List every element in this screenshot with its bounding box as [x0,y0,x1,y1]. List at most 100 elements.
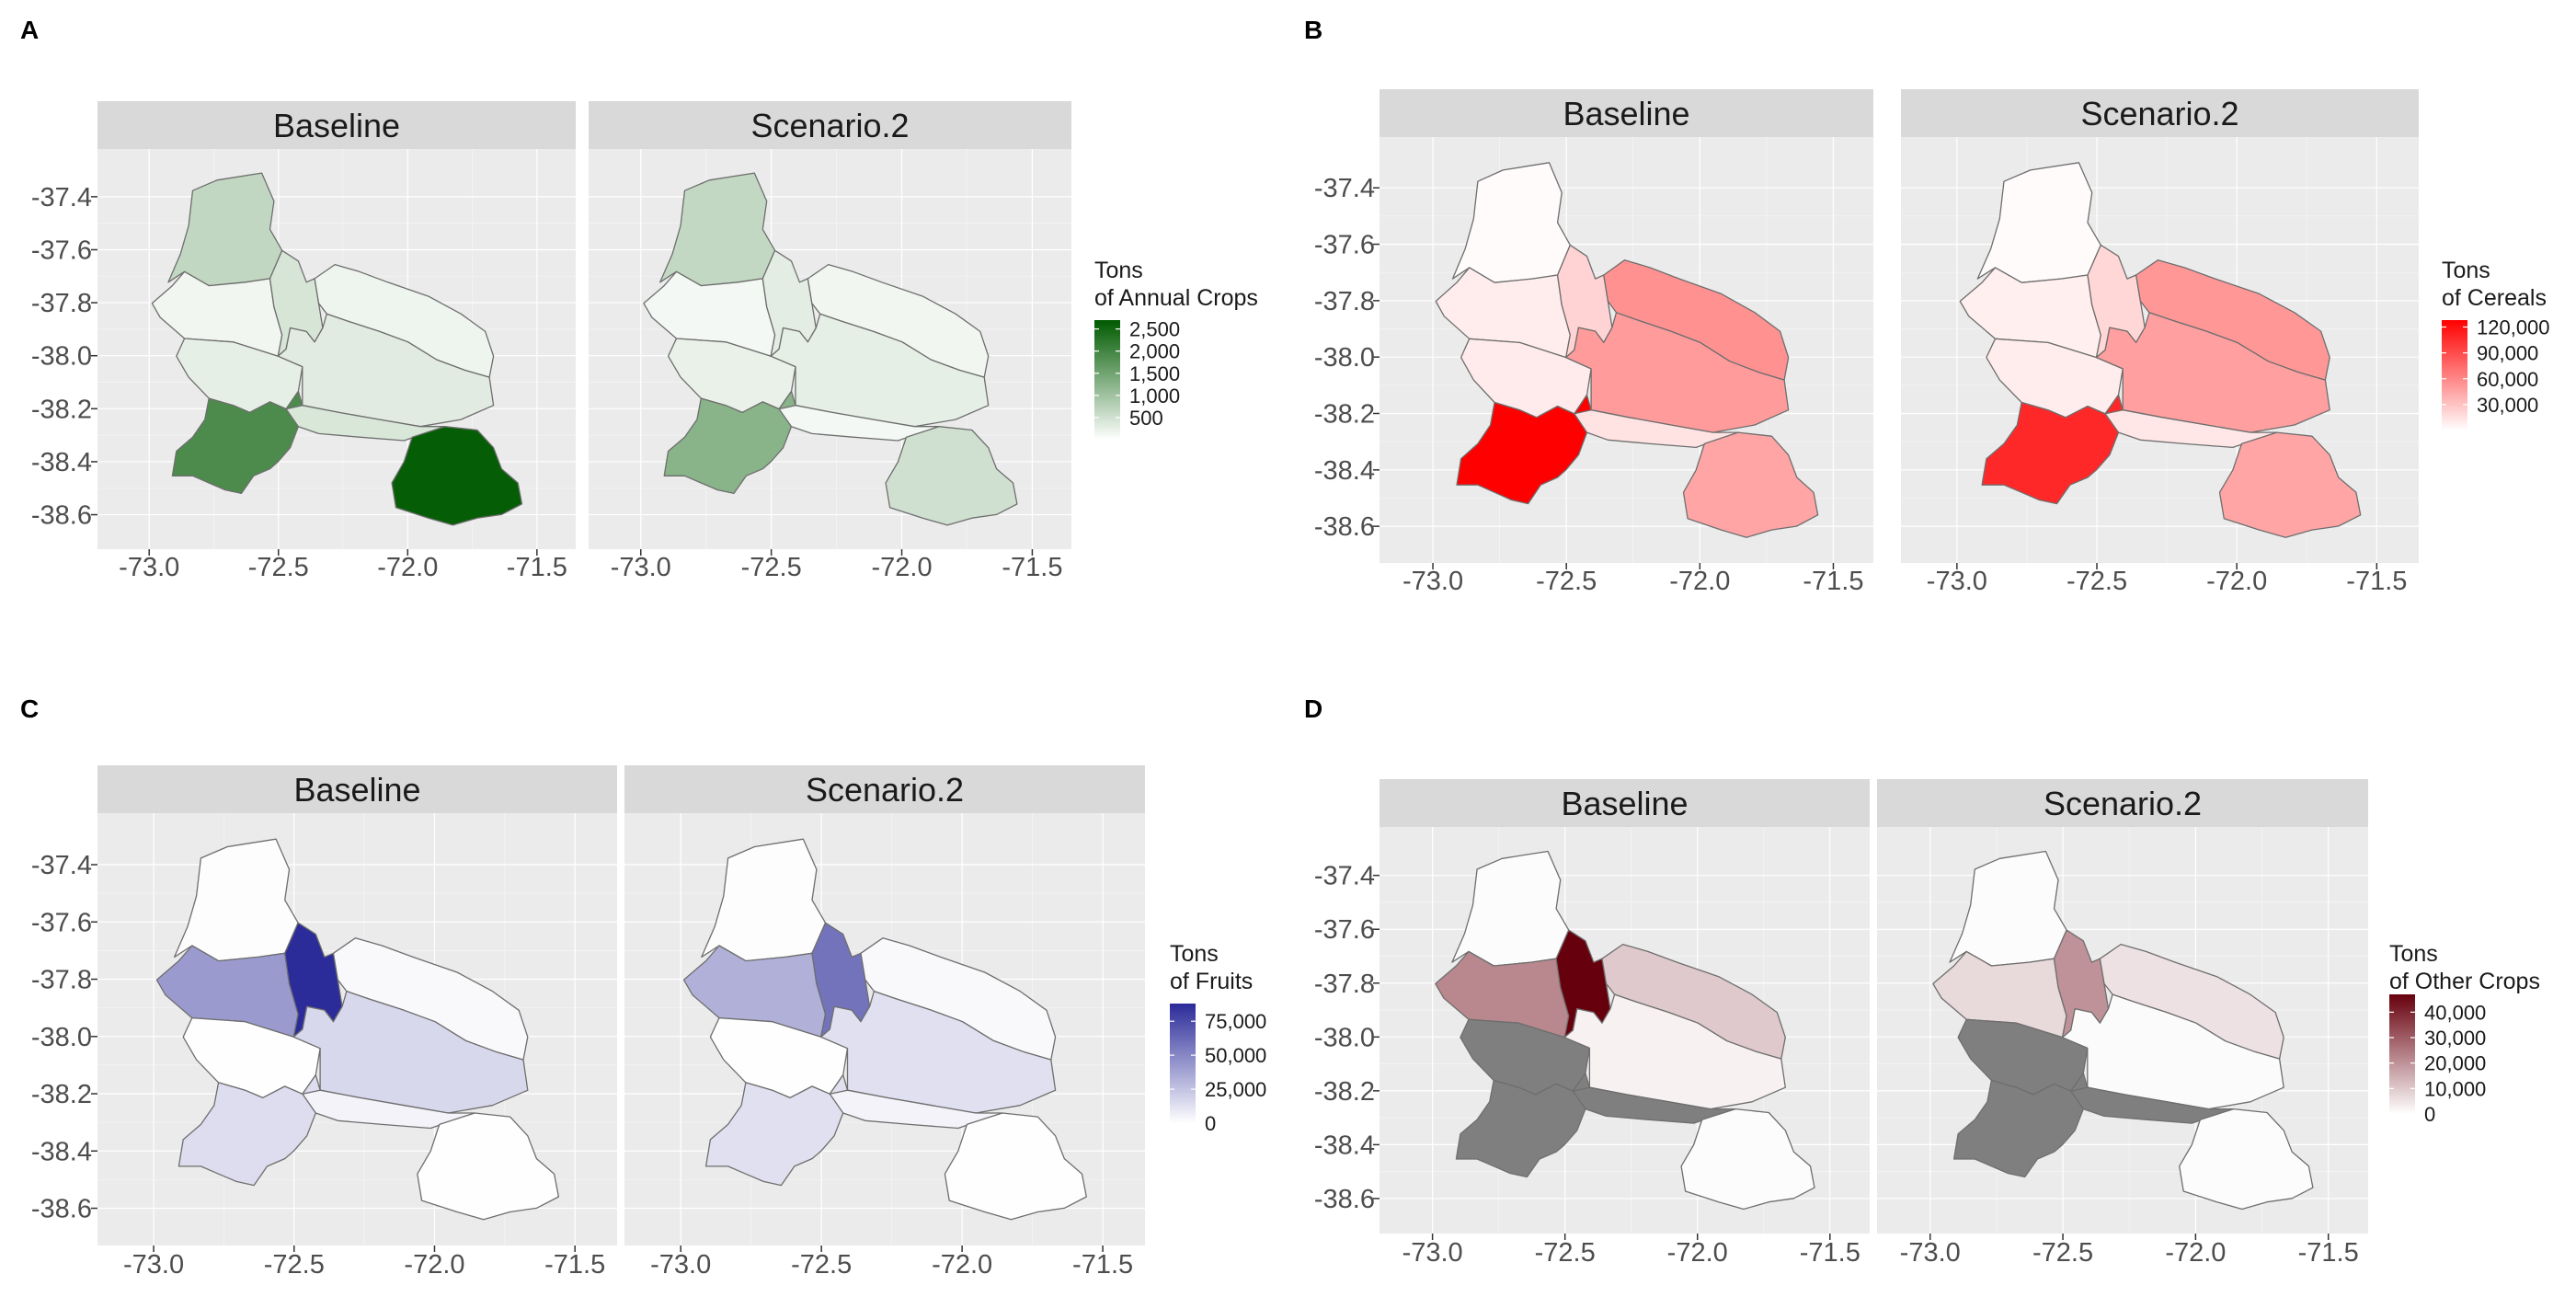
y-tick-label: -38.4 [1314,1131,1375,1160]
y-tick-label: -37.8 [31,289,92,318]
region-southeast [944,1112,1087,1221]
legend-title: of Annual Crops [1094,285,1258,311]
region-south [1981,394,2124,505]
x-tick-label: -71.5 [2346,567,2407,596]
region-southeast [1680,1108,1815,1211]
region-south [1456,394,1592,505]
y-tick-label: -37.4 [31,183,92,212]
region-south [663,390,796,495]
panel-a: A Baseline -73.0 -72.5 -72.0 -71.5 -37.4 -37.6 -… [20,16,1258,582]
x-tick-label: -71.5 [1800,1238,1860,1268]
x-tick-label: -72.0 [1667,1238,1728,1268]
legend-label: 0 [1205,1112,1216,1135]
legend-title: of Cereals [2442,285,2547,311]
region-southeast [2218,431,2362,538]
region-southeast [391,426,523,526]
facet-strip-label: Scenario.2 [2044,785,2202,822]
facet-strip-label: Scenario.2 [750,107,909,144]
legend-label: 500 [1129,407,1163,430]
y-tick-label: -38.0 [31,1023,92,1052]
region-south [1455,1073,1591,1178]
panel-b: B Baseline -73.0 -72.5 -72.0 -71.5 -37.4 -37.6 -… [1304,16,2550,596]
legend-label: 50,000 [1205,1044,1266,1067]
y-tick-label: -38.2 [31,1080,92,1109]
x-tick-label: -71.5 [507,553,567,582]
x-tick-label: -73.0 [123,1250,184,1280]
legend-label: 75,000 [1205,1010,1266,1033]
facet-strip-label: Baseline [293,771,420,809]
y-tick-label: -37.8 [1314,970,1375,999]
y-tick-label: -38.6 [1314,512,1375,542]
y-tick-label: -38.6 [1314,1185,1375,1214]
legend-title: Tons [2442,258,2490,283]
x-tick-label: -73.0 [1900,1238,1961,1268]
legend-label: 120,000 [2477,316,2550,339]
x-tick-label: -72.5 [1535,1238,1596,1268]
region-southeast [885,426,1018,526]
legend-title: of Fruits [1170,969,1253,994]
panel-c: C Baseline -73.0 -72.5 -72.0 -71.5 -37.4 -37.6 -… [20,694,1266,1280]
legend-label: 20,000 [2424,1052,2486,1075]
y-tick-label: -38.0 [1314,1023,1375,1052]
x-tick-label: -71.5 [2298,1238,2359,1268]
facet-strip-label: Baseline [1563,95,1689,132]
y-tick-label: -38.2 [1314,1077,1375,1107]
facet-c-baseline: Baseline -73.0 -72.5 -72.0 -71.5 -37.4 -37.6 -3… [31,765,617,1280]
x-tick-label: -72.5 [248,553,309,582]
x-tick-label: -72.5 [791,1250,852,1280]
region-southeast [1682,431,1819,538]
facet-strip [97,765,617,813]
facet-strip [1877,779,2368,827]
legend-title: of Other Crops [2389,969,2540,994]
y-tick-label: -38.0 [31,342,92,372]
x-tick-label: -73.0 [1402,567,1463,596]
facet-strip-label: Baseline [1561,785,1688,822]
x-tick-label: -73.0 [650,1250,711,1280]
y-tick-label: -37.8 [31,966,92,995]
x-tick-label: -72.0 [2206,567,2267,596]
x-tick-label: -72.5 [2067,567,2127,596]
facet-b-baseline: Baseline -73.0 -72.5 -72.0 -71.5 -37.4 -37.6 -3… [1314,89,1873,596]
legend-title: Tons [1170,941,1219,967]
panel-label-c: C [20,694,39,723]
y-tick-label: -38.0 [1314,343,1375,373]
y-tick-label: -38.6 [31,501,92,531]
facet-a-baseline: Baseline -73.0 -72.5 -72.0 -71.5 -37.4 -37.6 -3… [31,101,576,582]
facet-strip [1380,779,1870,827]
facet-strip [589,101,1071,149]
facet-c-scenario2: Scenario.2 -73.0 -72.5 -72.0 -71.5 [624,765,1145,1280]
legend-label: 2,000 [1129,340,1180,363]
facet-strip [624,765,1145,813]
y-tick-label: -37.8 [1314,287,1375,316]
y-tick-label: -37.4 [1314,862,1375,891]
y-tick-label: -38.4 [1314,456,1375,486]
y-tick-label: -37.4 [31,851,92,880]
legend-title: Tons [2389,941,2438,967]
legend-label: 1,500 [1129,362,1180,385]
region-south [171,390,303,495]
panel-d: D Baseline -73.0 -72.5 -72.0 -71.5 -37.4 -37.6 -… [1304,694,2540,1268]
x-tick-label: -73.0 [1927,567,1987,596]
legend-colorbar [1094,320,1120,440]
panel-label-b: B [1304,16,1322,44]
x-tick-label: -71.5 [1002,553,1062,582]
y-tick-label: -38.2 [31,395,92,424]
x-tick-label: -71.5 [544,1250,605,1280]
y-tick-label: -37.4 [1314,174,1375,203]
x-tick-label: -72.5 [2032,1238,2093,1268]
x-tick-label: -73.0 [611,553,671,582]
region-south [177,1073,321,1187]
legend-label: 25,000 [1205,1078,1266,1101]
legend-label: 2,500 [1129,318,1180,341]
y-tick-label: -38.4 [31,1137,92,1166]
y-tick-label: -37.6 [31,908,92,937]
x-tick-label: -72.0 [871,553,932,582]
region-south [704,1073,849,1187]
x-tick-label: -71.5 [1803,567,1863,596]
x-tick-label: -72.0 [404,1250,464,1280]
